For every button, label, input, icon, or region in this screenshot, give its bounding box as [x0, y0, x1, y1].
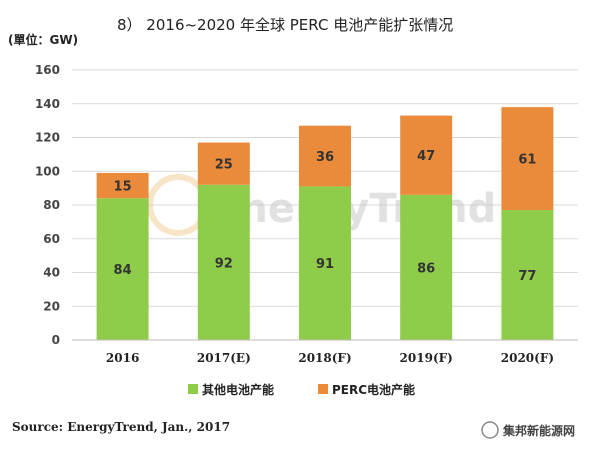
y-tick-label: 120: [35, 131, 60, 145]
credit: 集邦新能源网: [481, 421, 575, 439]
legend-label-0: 其他电池产能: [202, 382, 274, 397]
bar-value-label: 77: [518, 269, 536, 284]
bar-value-label: 84: [114, 263, 132, 278]
y-tick-label: 20: [43, 299, 60, 313]
credit-text: 集邦新能源网: [502, 423, 575, 438]
bar-labels: 84 15 92 25 91 36 86 47 77 61: [114, 149, 537, 284]
bar-other-1: [197, 184, 250, 340]
bar-value-label: 61: [518, 153, 536, 168]
bar-value-label: 86: [417, 261, 435, 276]
x-category-label: 2018(F): [298, 351, 351, 365]
x-category-label: 2019(F): [400, 351, 453, 365]
y-tick-label: 40: [43, 266, 60, 280]
source-note: Source: EnergyTrend, Jan., 2017: [12, 420, 230, 434]
unit-label: (單位：GW): [8, 32, 78, 47]
bar-perc-1: [197, 142, 250, 185]
y-tick-label: 160: [35, 63, 60, 77]
bar-value-label: 25: [215, 158, 233, 173]
watermark-text: EnergyTrend: [212, 186, 496, 232]
bar-other-2: [299, 186, 351, 340]
bar-value-label: 92: [215, 256, 233, 271]
y-tick-label: 0: [52, 333, 60, 347]
legend-swatch-0: [188, 384, 198, 394]
bar-other-3: [400, 194, 453, 340]
bar-perc-0: [96, 172, 149, 199]
y-tick-label: 60: [43, 232, 60, 246]
y-tick-label: 80: [43, 198, 60, 212]
bar-value-label: 36: [316, 150, 334, 165]
x-category-label: 2016: [106, 351, 139, 365]
legend-swatch-1: [318, 384, 328, 394]
x-category-label: 2017(E): [197, 351, 251, 365]
bar-value-label: 15: [114, 180, 132, 195]
bar-perc-3: [400, 115, 453, 195]
legend-label-1: PERC电池产能: [332, 382, 415, 397]
y-tick-label: 140: [35, 97, 60, 111]
bar-value-label: 91: [316, 257, 334, 272]
y-axis-ticks: 0 20 40 60 80 100 120 140 160: [35, 63, 60, 347]
bars: [96, 107, 554, 340]
chart-title: 8） 2016~2020 年全球 PERC 电池产能扩张情况: [117, 16, 453, 34]
x-axis-categories: 2016 2017(E) 2018(F) 2019(F) 2020(F): [106, 351, 554, 365]
bar-other-4: [501, 210, 554, 340]
x-category-label: 2020(F): [501, 351, 554, 365]
bar-other-0: [96, 198, 149, 340]
legend: 其他电池产能 PERC电池产能: [188, 382, 415, 397]
bar-perc-2: [299, 125, 351, 187]
bar-perc-4: [501, 107, 554, 211]
bar-value-label: 47: [417, 149, 435, 164]
wechat-icon: [481, 421, 499, 439]
y-tick-label: 100: [35, 164, 60, 178]
